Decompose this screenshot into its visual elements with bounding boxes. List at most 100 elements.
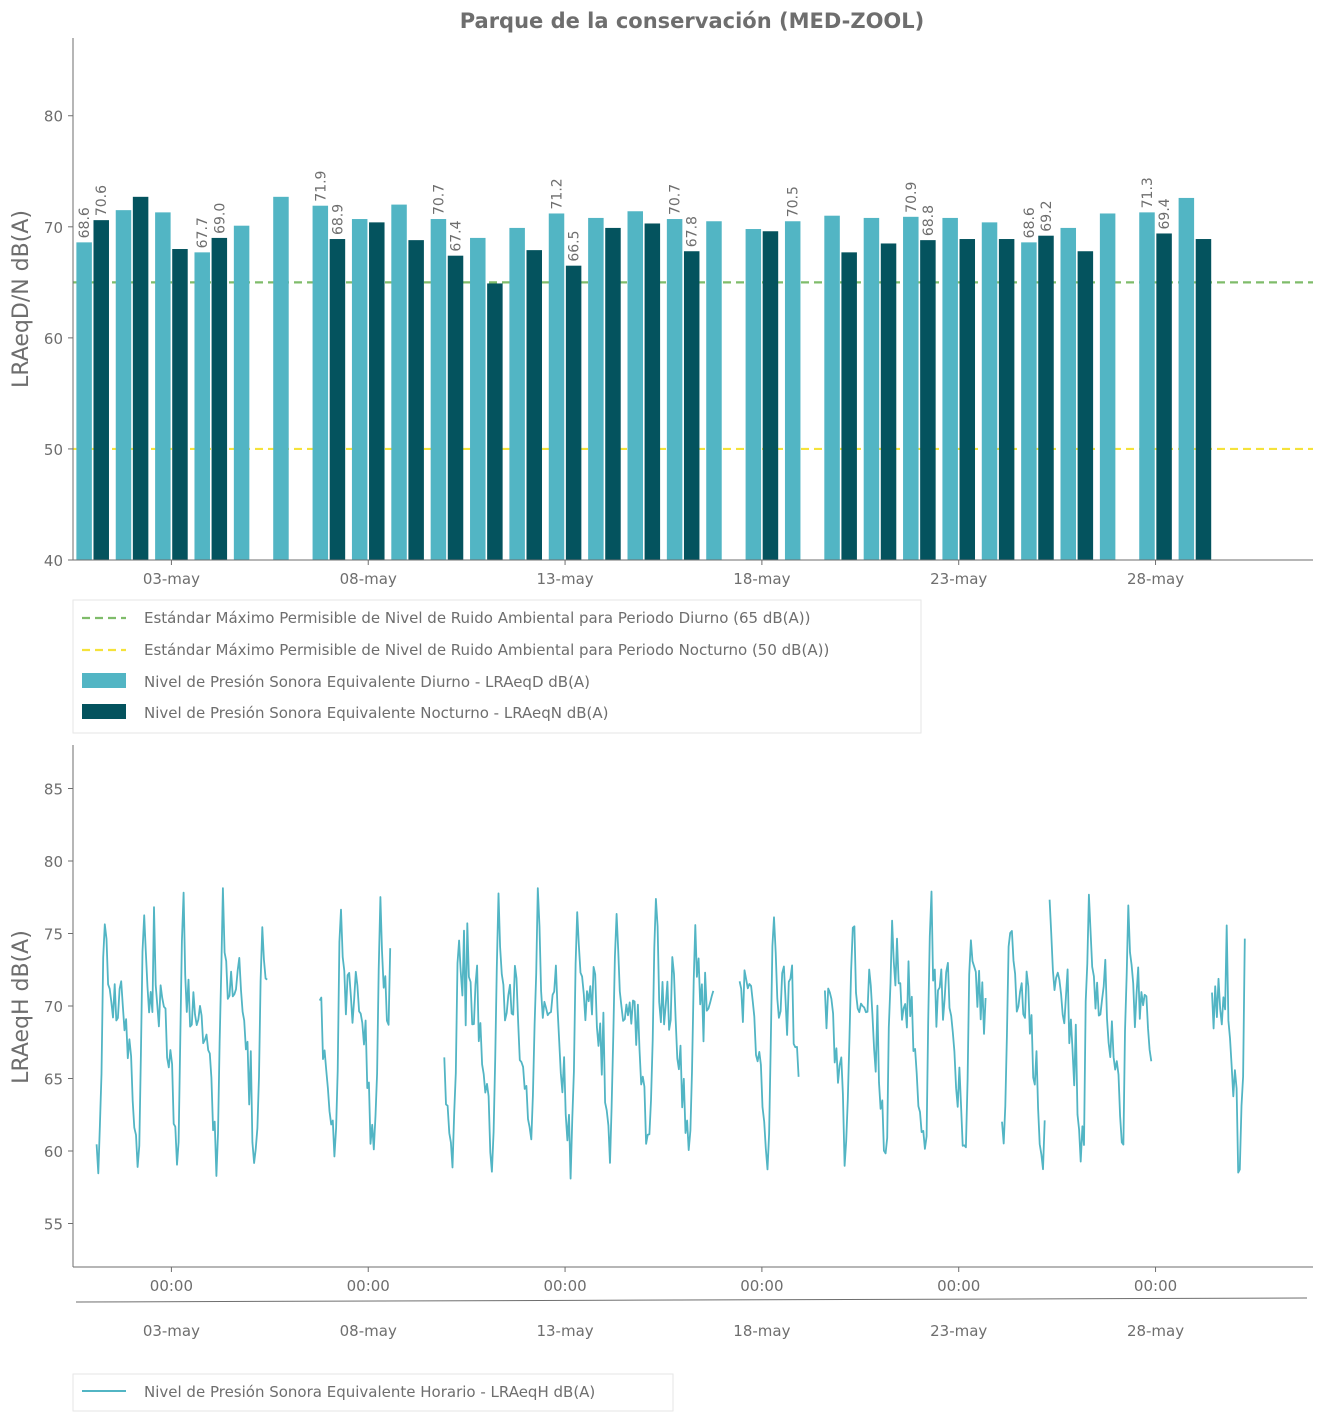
day-bar-9 xyxy=(391,204,407,560)
bottom-secondary-axis-line xyxy=(75,1297,1308,1303)
day-bar-1 xyxy=(76,242,92,560)
day-bar-label-25: 68.6 xyxy=(1022,207,1038,238)
bottom-chart: 55 60 65 70 75 80 85 00:00 00:00 00:00 00:00 00:00 0… xyxy=(9,745,1313,1340)
bottom-line-series xyxy=(95,887,1246,1180)
bottom-y-axis-title: LRAeqH dB(A) xyxy=(9,930,34,1084)
day-bar-13 xyxy=(548,213,565,561)
day-bar-label-22: 70.9 xyxy=(904,182,920,213)
night-bar-9 xyxy=(408,240,424,560)
day-bar-label-19: 70.5 xyxy=(786,186,802,217)
bottom-secondary-tick-label-03-may: 03-may xyxy=(143,1322,200,1340)
night-bar-label-13: 66.5 xyxy=(567,231,583,262)
bottom-x-tick-label-3: 00:00 xyxy=(740,1277,783,1295)
bottom-x-tick-label-1: 00:00 xyxy=(347,1277,390,1295)
day-bar-24 xyxy=(981,222,998,560)
night-bar-label-16: 67.8 xyxy=(685,216,701,247)
night-bar-18 xyxy=(762,231,779,560)
bottom-x-tick-label-5: 00:00 xyxy=(1134,1277,1177,1295)
bottom-axes: 55 60 65 70 75 80 85 00:00 00:00 00:00 00:00 00:00 0… xyxy=(44,745,1313,1340)
top-y-tick-label-40: 40 xyxy=(44,552,63,570)
top-bars xyxy=(76,196,1212,561)
top-x-tick-label-08-may: 08-may xyxy=(340,570,397,588)
top-x-tick-label-28-may: 28-may xyxy=(1127,570,1184,588)
night-bar-13 xyxy=(565,265,582,560)
bottom-secondary-tick-label-28-may: 28-may xyxy=(1127,1322,1184,1340)
day-bar-15 xyxy=(627,211,643,560)
night-bar-label-7: 68.9 xyxy=(330,204,346,235)
bottom-y-tick-label-65: 65 xyxy=(44,1071,63,1089)
day-bar-label-16: 70.7 xyxy=(668,184,684,215)
day-bar-27 xyxy=(1099,213,1116,561)
day-bar-label-1: 68.6 xyxy=(77,207,93,238)
top-y-tick-label-70: 70 xyxy=(44,219,63,237)
night-bar-20 xyxy=(841,252,857,560)
top-x-tick-label-23-may: 23-may xyxy=(930,570,987,588)
day-bar-20 xyxy=(824,215,840,560)
night-bar-16 xyxy=(683,251,700,560)
day-bar-16 xyxy=(666,219,683,560)
legend-label-limit-night: Estándar Máximo Permisible de Nivel de R… xyxy=(144,641,829,659)
top-y-tick-label-50: 50 xyxy=(44,441,63,459)
legend-label-night: Nivel de Presión Sonora Equivalente Noct… xyxy=(144,704,609,722)
bottom-legend: Nivel de Presión Sonora Equivalente Hora… xyxy=(72,1373,674,1412)
night-bar-8 xyxy=(369,222,385,560)
legend-label-hourly: Nivel de Presión Sonora Equivalente Hora… xyxy=(144,1383,595,1401)
day-bar-3 xyxy=(155,212,171,560)
night-bar-22 xyxy=(920,240,936,560)
top-x-tick-label-13-may: 13-may xyxy=(536,570,593,588)
night-bar-label-28: 69.4 xyxy=(1157,198,1173,229)
top-bar-labels: 68.6 67.7 71.9 70.7 71.2 70.7 70.5 70.9 68.6 71.3… xyxy=(77,171,1173,262)
day-bar-11 xyxy=(470,237,486,560)
day-bar-18 xyxy=(745,229,762,560)
day-bar-19 xyxy=(784,221,801,561)
bottom-y-tick-label-60: 60 xyxy=(44,1143,63,1161)
day-bar-29 xyxy=(1178,197,1195,560)
bottom-legend-frame xyxy=(72,1373,674,1412)
bottom-secondary-tick-label-13-may: 13-may xyxy=(536,1322,593,1340)
night-bar-2 xyxy=(132,196,149,560)
legend-swatch-night xyxy=(82,704,126,719)
day-bar-22 xyxy=(903,216,919,561)
day-bar-label-28: 71.3 xyxy=(1140,177,1156,208)
top-y-tick-label-60: 60 xyxy=(44,330,63,348)
bottom-x-tick-label-2: 00:00 xyxy=(543,1277,586,1295)
day-bar-26 xyxy=(1060,227,1077,561)
top-legend-frame xyxy=(72,599,922,734)
day-bar-4 xyxy=(194,252,210,560)
top-y-tick-label-80: 80 xyxy=(44,108,63,126)
night-bar-label-1: 70.6 xyxy=(94,185,110,216)
day-bar-14 xyxy=(588,217,604,560)
night-bar-29 xyxy=(1195,239,1212,561)
day-bar-25 xyxy=(1021,242,1037,560)
top-legend: Estándar Máximo Permisible de Nivel de R… xyxy=(72,599,922,734)
night-bar-26 xyxy=(1077,251,1094,560)
night-bar-24 xyxy=(998,239,1015,561)
day-bar-23 xyxy=(942,217,958,560)
bottom-secondary-tick-label-08-may: 08-may xyxy=(340,1322,397,1340)
day-bar-label-10: 70.7 xyxy=(431,184,447,215)
legend-label-limit-day: Estándar Máximo Permisible de Nivel de R… xyxy=(144,609,810,627)
night-bar-23 xyxy=(959,239,976,561)
hourly-series-line xyxy=(95,887,1246,1180)
night-bar-21 xyxy=(880,243,897,560)
legend-label-day: Nivel de Presión Sonora Equivalente Diur… xyxy=(144,673,590,691)
bottom-secondary-tick-label-18-may: 18-may xyxy=(733,1322,790,1340)
night-bar-28 xyxy=(1156,233,1172,560)
day-bar-2 xyxy=(115,210,132,561)
bottom-y-tick-label-80: 80 xyxy=(44,853,63,871)
day-bar-28 xyxy=(1139,212,1155,560)
night-bar-12 xyxy=(526,250,542,561)
night-bar-11 xyxy=(487,283,503,560)
day-bar-6 xyxy=(273,196,289,560)
bottom-x-tick-label-0: 00:00 xyxy=(150,1277,193,1295)
bottom-secondary-tick-label-23-may: 23-may xyxy=(930,1322,987,1340)
legend-swatch-day xyxy=(82,673,126,688)
day-bar-17 xyxy=(706,221,722,561)
day-bar-7 xyxy=(312,205,329,560)
bottom-x-tick-label-4: 00:00 xyxy=(937,1277,980,1295)
day-bar-8 xyxy=(351,219,368,560)
top-x-tick-label-03-may: 03-may xyxy=(143,570,200,588)
night-bar-3 xyxy=(172,249,188,560)
day-bar-21 xyxy=(863,217,880,560)
night-bar-7 xyxy=(329,239,346,561)
